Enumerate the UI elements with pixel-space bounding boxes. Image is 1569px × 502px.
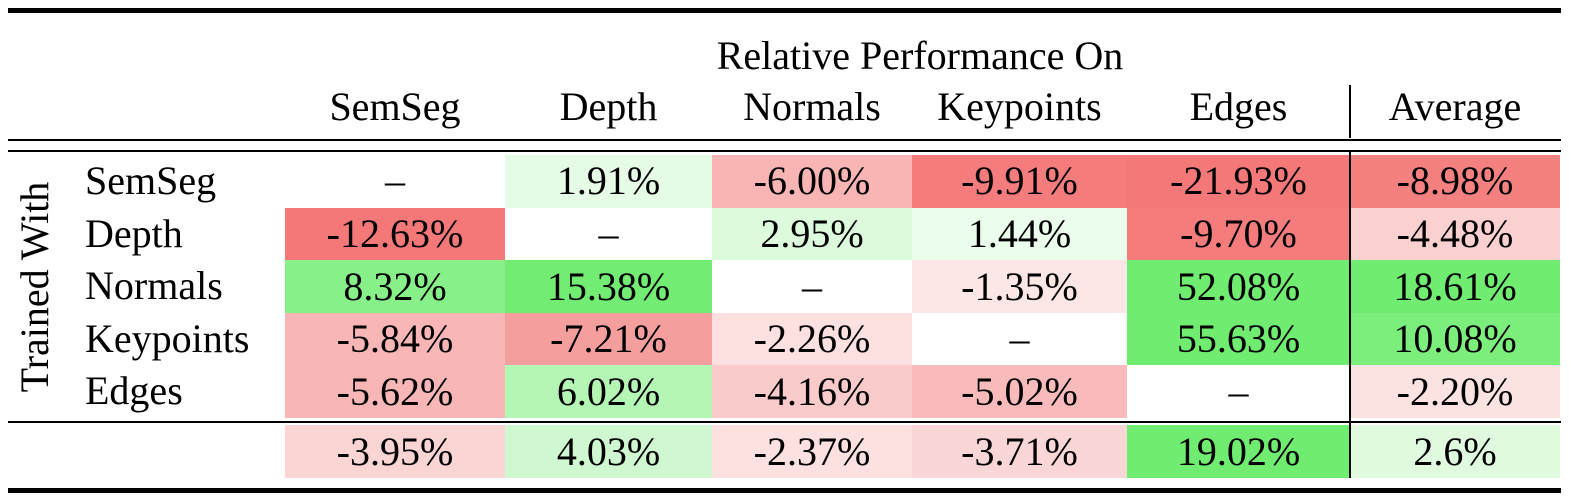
row-label: Depth [85, 210, 183, 256]
cell [505, 312, 712, 366]
cell-text: 15.38% [546, 263, 671, 309]
cell [712, 312, 912, 366]
cell [1127, 155, 1350, 208]
cell [1127, 425, 1350, 478]
cell-text: -21.93% [1170, 158, 1307, 204]
cell [912, 155, 1127, 208]
row-label: Edges [85, 368, 183, 414]
cell-text: 2.95% [760, 210, 864, 256]
column-header: Depth [559, 84, 658, 129]
cell [505, 425, 712, 478]
cell [505, 365, 712, 418]
footer-rule [8, 421, 1561, 423]
cell [1127, 312, 1350, 366]
column-divider [1349, 423, 1351, 478]
cell [912, 365, 1127, 418]
cell-text: – [385, 158, 405, 204]
row-label: SemSeg [85, 158, 217, 203]
cell-text: 1.91% [556, 158, 661, 204]
row-label: Keypoints [85, 315, 250, 361]
cell [712, 155, 912, 208]
header-rule [8, 139, 1561, 141]
cell-text: -9.91% [961, 158, 1078, 204]
cell-text: – [1228, 368, 1249, 414]
cell [1127, 365, 1350, 418]
cell-text: 2.6% [1413, 428, 1497, 474]
cell-text: 8.32% [343, 263, 447, 309]
cell [285, 260, 505, 313]
column-header: Normals [743, 84, 881, 129]
cell-text: -5.84% [336, 316, 454, 362]
column-divider [1349, 85, 1351, 138]
side-label: Trained With [12, 181, 57, 393]
cell [505, 207, 712, 261]
cell-text: -3.95% [336, 428, 454, 474]
cell [1350, 365, 1560, 418]
cell [712, 260, 912, 313]
cell [912, 207, 1127, 261]
cell [285, 425, 505, 478]
column-header: Edges [1189, 84, 1288, 129]
cell [285, 207, 505, 261]
cell-text: -5.02% [961, 368, 1078, 414]
cell-text: -6.00% [753, 158, 871, 204]
cell-text: 10.08% [1393, 316, 1517, 362]
cell-text: 1.44% [967, 210, 1072, 256]
cell-text: -12.63% [326, 210, 464, 256]
cell-text: – [1009, 316, 1030, 362]
cell-text: 55.63% [1176, 316, 1301, 362]
column-divider [1349, 152, 1351, 421]
cell-text: -2.37% [753, 428, 871, 474]
cell [1350, 207, 1560, 261]
cell [912, 312, 1127, 366]
group-header: Relative Performance On [716, 33, 1124, 78]
cell-text: -2.26% [753, 316, 871, 362]
bottom-rule [8, 488, 1561, 493]
cell [912, 425, 1127, 478]
cell-text: – [802, 263, 822, 309]
cell [1350, 155, 1560, 208]
cell [1350, 312, 1560, 366]
body-rule [8, 150, 1561, 152]
cell [1350, 260, 1560, 313]
cell [912, 260, 1127, 313]
cell-text: -5.62% [336, 368, 454, 414]
cell [1127, 260, 1350, 313]
cell [505, 260, 712, 313]
cell [285, 365, 505, 418]
top-rule [8, 8, 1561, 13]
column-header: Average [1388, 84, 1522, 129]
cell [712, 207, 912, 261]
cell [712, 425, 912, 478]
cell-text: -4.16% [753, 368, 871, 414]
cell-text: 4.03% [556, 428, 661, 474]
cell-text: -2.20% [1396, 368, 1514, 414]
cell-text: 18.61% [1393, 263, 1517, 309]
cell-text: -7.21% [550, 316, 667, 362]
row-label: Normals [85, 263, 223, 309]
cell-text: – [598, 210, 619, 256]
cell-text: 52.08% [1176, 263, 1301, 309]
cell [712, 365, 912, 418]
cell [1127, 207, 1350, 261]
cell [505, 155, 712, 208]
cell-text: -9.70% [1180, 210, 1297, 256]
cell-text: -4.48% [1396, 210, 1514, 256]
cell-text: -8.98% [1396, 158, 1514, 204]
cell-text: -1.35% [961, 263, 1078, 309]
cell [285, 155, 505, 208]
cell [285, 312, 505, 366]
cell-text: -3.71% [961, 428, 1078, 474]
column-header: SemSeg [329, 84, 461, 129]
cell-text: 6.02% [556, 368, 661, 414]
cell [1350, 425, 1560, 478]
column-header: Keypoints [937, 84, 1102, 129]
cell-text: 19.02% [1176, 428, 1301, 474]
